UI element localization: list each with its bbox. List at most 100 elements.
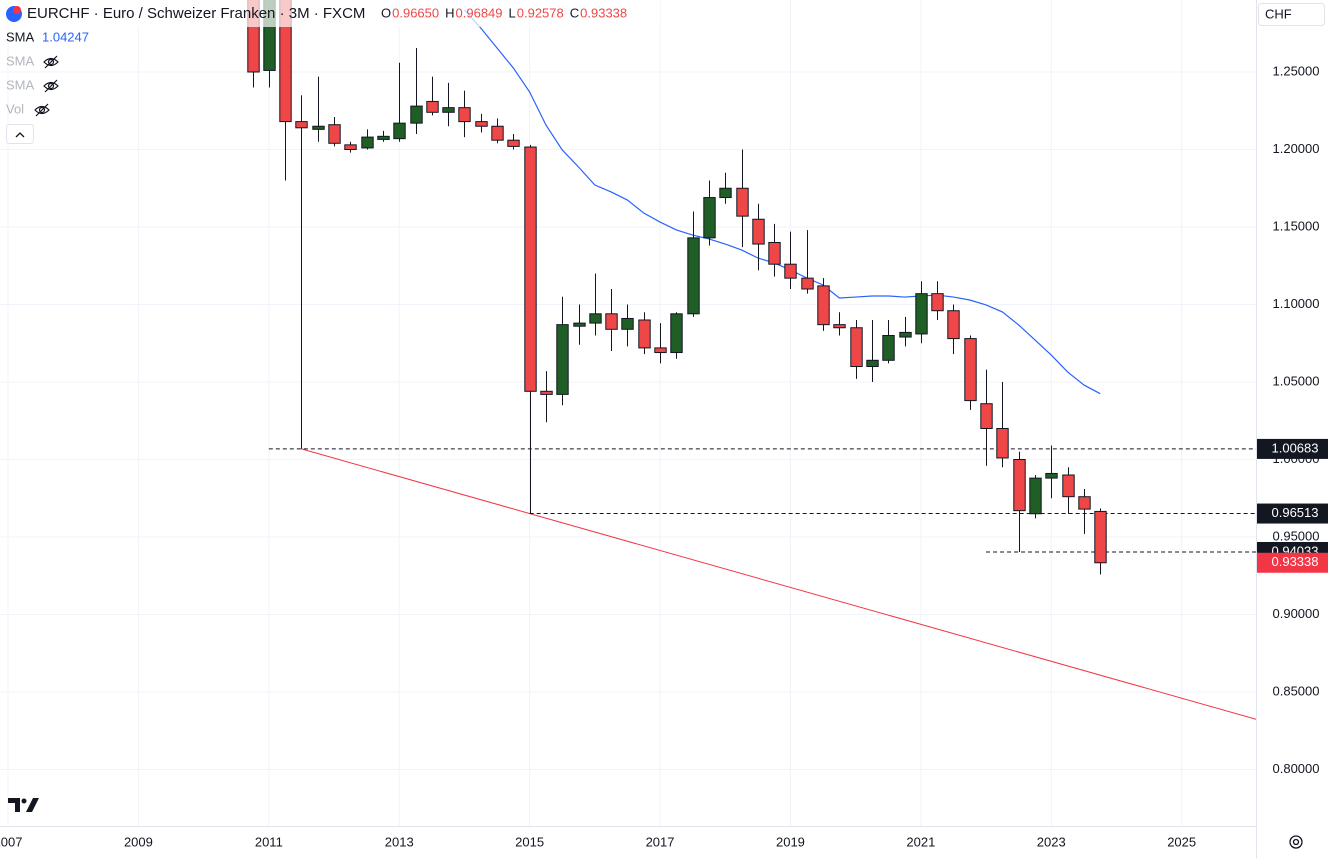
x-tick-label: 2017 — [646, 834, 675, 849]
collapse-icon — [15, 132, 25, 138]
eye-off-icon[interactable] — [34, 103, 50, 117]
candle-body — [1078, 496, 1091, 510]
candle-body — [801, 277, 814, 290]
candle-body — [328, 124, 341, 144]
ohlc: O 0.96650 H 0.96849 L 0.92578 C 0.93338 — [381, 5, 627, 20]
candle-body — [1062, 474, 1075, 498]
price-label-box — [1257, 552, 1328, 573]
indicator-name[interactable]: SMA — [6, 29, 35, 44]
ohlc-key: C — [570, 5, 579, 20]
ohlc-key: L — [509, 5, 516, 20]
hidden-icons — [34, 55, 59, 117]
candle-body — [410, 105, 423, 124]
y-tick-label: 1.05000 — [1273, 373, 1320, 388]
x-tick-label: 2007 — [0, 834, 22, 849]
eye-off-icon[interactable] — [43, 79, 59, 93]
candle-body — [589, 313, 602, 324]
collapse-button[interactable] — [6, 124, 34, 144]
ohlc-key: H — [445, 5, 454, 20]
candle-body — [833, 324, 846, 329]
candle-body — [263, 0, 276, 71]
x-tick-label: 2009 — [124, 834, 153, 849]
candle-body — [736, 187, 749, 217]
candle-body — [817, 285, 830, 326]
candle-body — [556, 324, 569, 395]
x-tick-label: 2011 — [255, 834, 283, 849]
candle-body — [638, 319, 651, 349]
candle-body — [1045, 472, 1058, 479]
indicator-value: 1.04247 — [42, 29, 89, 44]
candle-body — [475, 121, 488, 127]
ohlc-value: 0.93338 — [580, 5, 627, 20]
candle-body — [458, 107, 471, 123]
price-label: 0.93338 — [1272, 554, 1319, 569]
x-tick-label: 2021 — [906, 834, 935, 849]
y-tick-label: 1.20000 — [1273, 141, 1320, 156]
indicator-name[interactable]: SMA — [6, 53, 35, 68]
candle-body — [442, 107, 455, 113]
candle-body — [687, 237, 700, 315]
logo-mark — [8, 798, 20, 812]
candle-body — [850, 327, 863, 367]
y-tick-label: 1.15000 — [1273, 218, 1320, 233]
candle-body — [524, 146, 537, 392]
candle-body — [670, 313, 683, 354]
logo-mark — [21, 798, 27, 804]
y-tick-label: 0.85000 — [1273, 683, 1320, 698]
y-tick-label: 0.90000 — [1273, 606, 1320, 621]
candle-body — [344, 144, 357, 150]
candle-body — [377, 135, 390, 140]
x-tick-label: 2019 — [776, 834, 805, 849]
candle-body — [361, 136, 374, 149]
plot-area — [247, 0, 1256, 720]
symbol-icon — [13, 6, 21, 14]
logo-mark — [26, 798, 39, 812]
candle-body — [768, 241, 781, 265]
x-tick-label: 2025 — [1167, 834, 1196, 849]
candle-body — [866, 359, 879, 367]
ohlc-value: 0.96650 — [392, 5, 439, 20]
candle-body — [654, 347, 667, 354]
indicator-name[interactable]: Vol — [6, 101, 24, 116]
eye-off-icon[interactable] — [43, 55, 59, 69]
currency-button[interactable] — [1258, 3, 1325, 26]
candle-body — [703, 197, 716, 239]
candle-body — [426, 100, 439, 113]
y-tick-label: 1.25000 — [1273, 63, 1320, 78]
candle-body — [573, 322, 586, 327]
candle-body — [1094, 510, 1107, 564]
candle-body — [507, 139, 520, 147]
indicator-name[interactable]: SMA — [6, 77, 35, 92]
y-tick-label: 1.10000 — [1273, 296, 1320, 311]
candle-body — [784, 263, 797, 279]
price-label-box — [1257, 438, 1328, 459]
candle-body — [312, 125, 325, 130]
candle-body — [915, 293, 928, 335]
price-label: 1.00683 — [1272, 440, 1319, 455]
y-tick-label: 0.80000 — [1273, 761, 1320, 776]
candle-body — [996, 428, 1009, 459]
axes: 0.800000.850000.900000.950001.000001.050… — [0, 63, 1328, 849]
candle-body — [491, 125, 504, 141]
candle-body — [540, 390, 553, 395]
candle-body — [393, 122, 406, 140]
x-tick-label: 2023 — [1037, 834, 1066, 849]
x-tick-label: 2015 — [515, 834, 544, 849]
price-label: 0.96513 — [1272, 505, 1319, 520]
ohlc-value: 0.96849 — [456, 5, 503, 20]
candle-body — [964, 338, 977, 402]
price-label-box — [1257, 503, 1328, 524]
y-tick-label: 0.95000 — [1273, 528, 1320, 543]
candle-body — [931, 293, 944, 312]
settings-button[interactable] — [1289, 835, 1303, 849]
ohlc-value: 0.92578 — [517, 5, 564, 20]
candle-body — [719, 187, 732, 199]
chart-title: EURCHF · Euro / Schweizer Franken · 3M ·… — [27, 5, 365, 22]
legend-backdrop — [0, 0, 660, 27]
candle-body — [1029, 477, 1042, 515]
x-tick-label: 2013 — [385, 834, 414, 849]
candle-body — [980, 403, 993, 430]
trend-line — [301, 448, 1256, 720]
candle-body — [752, 218, 765, 245]
